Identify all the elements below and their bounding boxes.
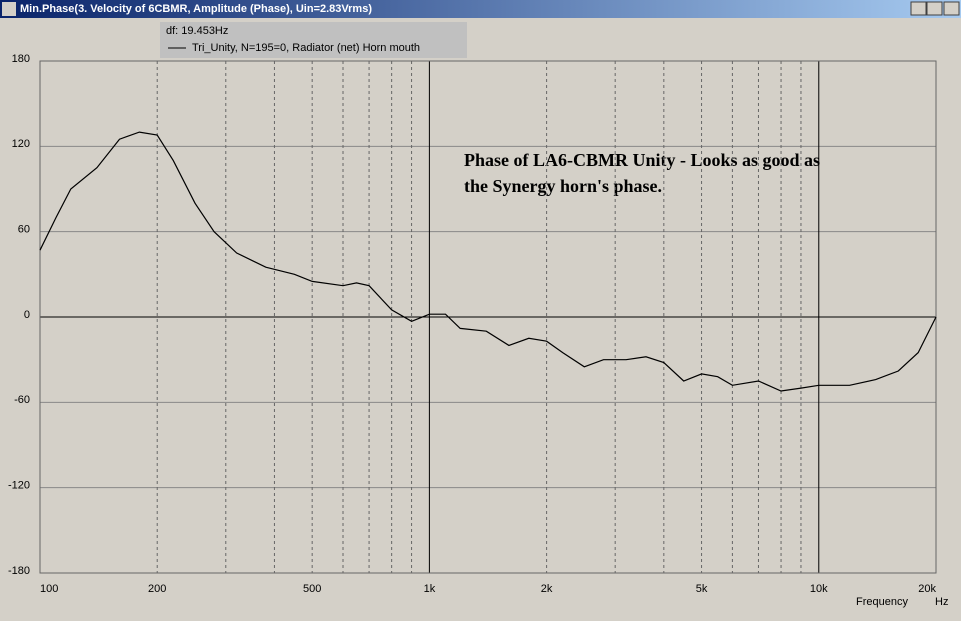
y-tick-label: -60 [14,394,30,406]
x-tick-label: 1k [424,583,436,595]
x-tick-label: 10k [810,583,828,595]
annotation: the Synergy horn's phase. [464,176,662,196]
window-title: Min.Phase(3. Velocity of 6CBMR, Amplitud… [20,3,372,15]
x-axis-unit: Hz [935,596,948,608]
x-tick-label: 5k [696,583,708,595]
legend-entry: Tri_Unity, N=195=0, Radiator (net) Horn … [192,42,420,54]
x-axis-label: Frequency [856,596,908,608]
annotation: Phase of LA6-CBMR Unity - Looks as good … [464,150,820,170]
line-series [39,131,937,392]
x-tick-label: 20k [918,583,936,595]
y-tick-label: 60 [18,224,30,236]
maximize-button[interactable] [926,1,943,16]
title-bar [0,0,961,18]
y-tick-label: -180 [8,565,30,577]
y-tick-label: 180 [12,53,30,65]
x-tick-label: 2k [541,583,553,595]
y-tick-label: 0 [24,309,30,321]
x-tick-label: 200 [148,583,166,595]
y-tick-label: 120 [12,138,30,150]
x-tick-label: 500 [303,583,321,595]
legend-header: df: 19.453Hz [166,25,228,37]
x-tick-label: 100 [40,583,58,595]
minimize-button[interactable] [910,1,927,16]
legend-box [160,22,467,58]
window-icon [2,2,16,16]
y-tick-label: -120 [8,480,30,492]
close-button[interactable] [943,1,960,16]
